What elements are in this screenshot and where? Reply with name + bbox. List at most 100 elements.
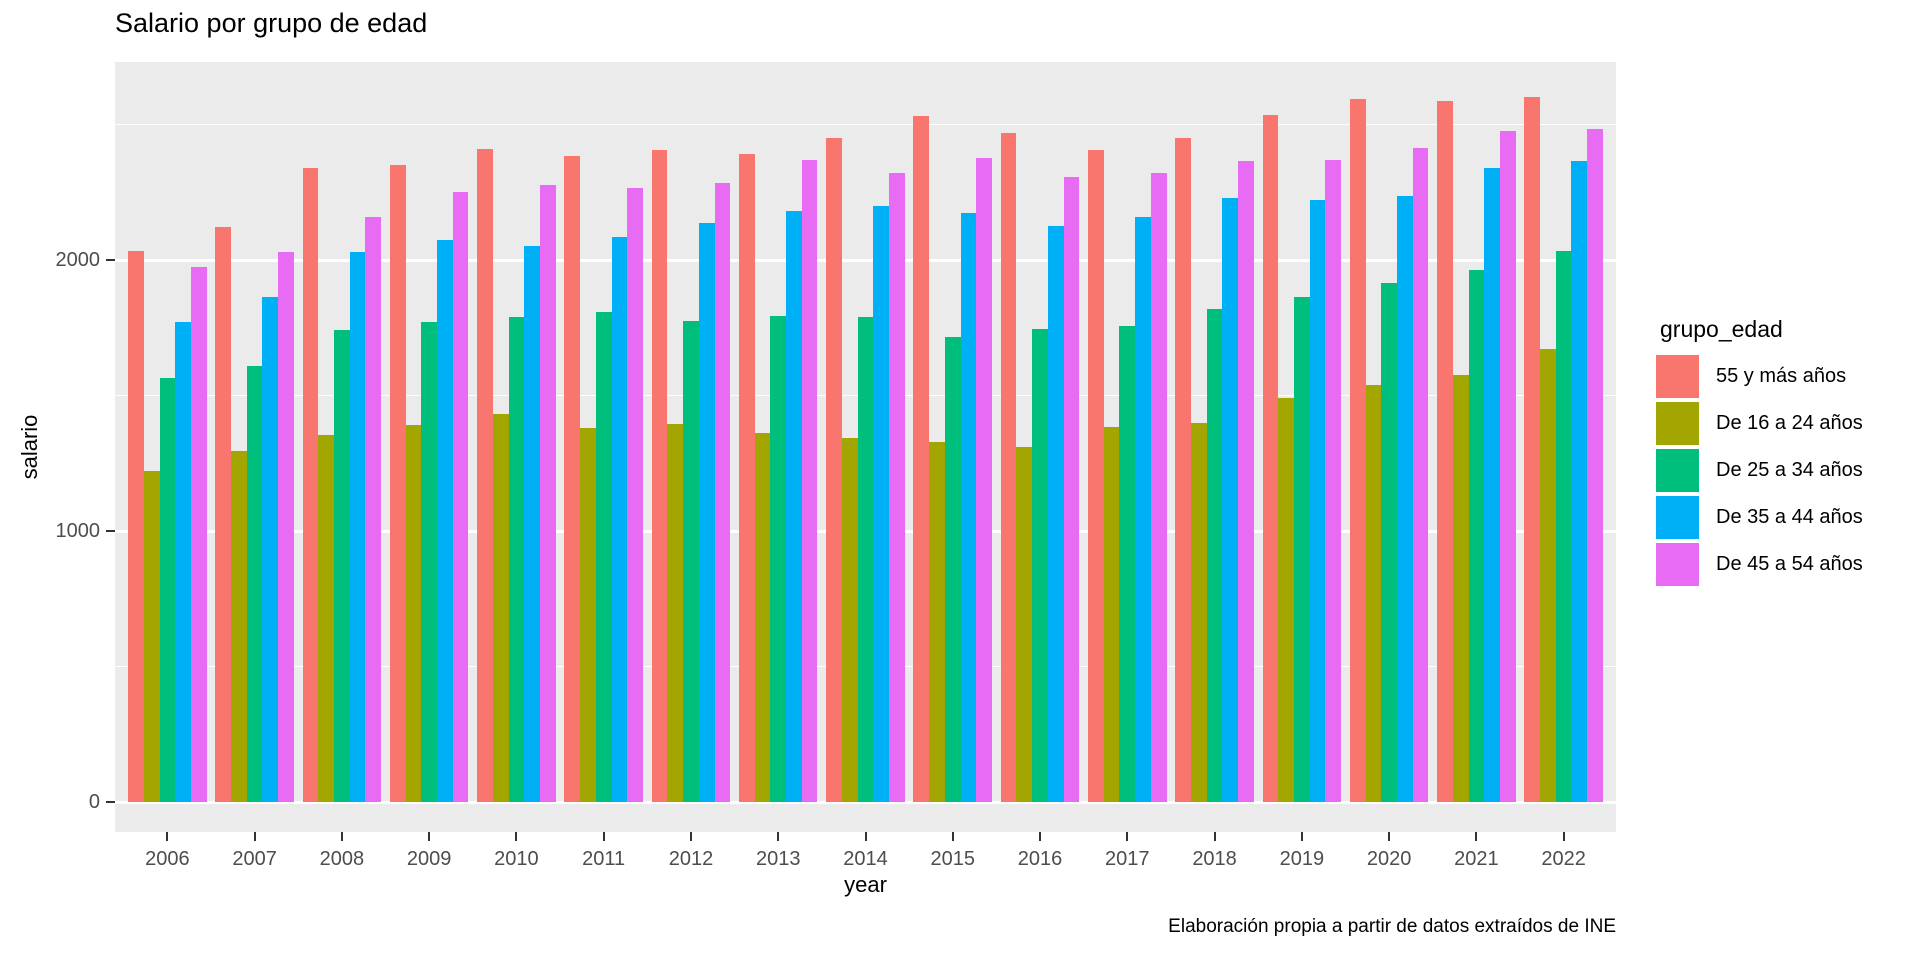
bar-2013-serie5: [801, 159, 818, 802]
y-axis-title: salario: [17, 414, 42, 480]
x-tick-mark: [864, 832, 867, 841]
bar-2019-serie4: [1309, 200, 1326, 802]
bar-2017-serie2: [1103, 426, 1120, 802]
y-tick-mark: [106, 259, 115, 261]
bar-2006-serie1: [128, 250, 144, 802]
bar-2011-serie4: [611, 236, 628, 802]
x-tick-label: 2020: [1366, 848, 1412, 870]
bar-2007-serie1: [215, 227, 232, 802]
legend-label: 55 y más años: [1716, 365, 1847, 387]
x-tick-label: 2022: [1541, 848, 1586, 870]
bar-2018-serie4: [1222, 197, 1239, 802]
legend-title: grupo_edad: [1660, 316, 1783, 342]
bar-2006-serie4: [175, 322, 191, 802]
bar-2017-serie5: [1150, 173, 1167, 802]
x-tick-mark: [1213, 832, 1216, 841]
x-tick-mark: [1300, 832, 1303, 841]
bar-2012-serie1: [651, 150, 668, 802]
x-tick-label: 2010: [494, 848, 539, 870]
legend-swatch-icon: [1656, 449, 1699, 492]
bar-2008-serie1: [302, 167, 319, 802]
bar-2009-serie2: [405, 425, 422, 802]
legend-swatch-icon: [1656, 496, 1699, 539]
legend-label: De 25 a 34 años: [1716, 459, 1863, 481]
bar-2013-serie4: [786, 211, 802, 802]
x-tick-mark: [515, 832, 518, 841]
bar-2022-serie5: [1587, 128, 1603, 802]
bar-2007-serie4: [262, 296, 279, 802]
bar-2018-serie3: [1206, 308, 1223, 802]
bar-2016-serie5: [1063, 177, 1080, 802]
legend-entries: 55 y más años De 16 a 24 años De 25 a 34 a…: [1656, 355, 1863, 586]
bar-2008-serie3: [334, 330, 350, 802]
legend-label: De 16 a 24 años: [1716, 412, 1863, 434]
bar-2022-serie4: [1571, 161, 1588, 802]
bar-2011-serie2: [580, 428, 596, 802]
bar-2022-serie2: [1540, 349, 1556, 802]
x-tick-mark: [602, 832, 605, 841]
bar-2010-serie5: [539, 185, 556, 802]
legend-swatch-icon: [1656, 543, 1699, 586]
bar-2010-serie1: [477, 148, 493, 802]
x-tick-mark: [428, 832, 431, 841]
bar-2020-serie4: [1396, 196, 1413, 802]
bar-2012-serie2: [667, 423, 684, 802]
x-tick-mark: [777, 832, 780, 841]
bar-2020-serie1: [1349, 98, 1366, 802]
x-tick-mark: [689, 832, 692, 841]
bar-2007-serie2: [231, 451, 247, 802]
bar-2016-serie3: [1032, 329, 1048, 802]
x-tick-label: 2021: [1454, 848, 1499, 870]
chart-caption: Elaboración propia a partir de datos ext…: [1168, 916, 1616, 937]
bar-2006-serie5: [190, 266, 207, 802]
legend-label: De 35 a 44 años: [1716, 506, 1863, 528]
bar-2018-serie2: [1191, 422, 1207, 802]
bar-2011-serie5: [627, 188, 643, 802]
legend-swatch-icon: [1656, 402, 1699, 445]
y-tick-mark: [106, 530, 115, 532]
bar-2014-serie5: [889, 173, 905, 802]
x-tick-mark: [951, 832, 954, 841]
bar-2021-serie3: [1468, 269, 1485, 802]
bar-2014-serie2: [841, 437, 858, 802]
bar-2022-serie3: [1555, 250, 1572, 802]
legend-entry: De 45 a 54 años: [1656, 543, 1863, 586]
bar-2007-serie5: [278, 251, 294, 802]
x-tick-label: 2011: [582, 848, 626, 870]
bar-2006-serie3: [159, 377, 176, 802]
legend-swatch-icon: [1656, 355, 1699, 398]
bar-2017-serie4: [1135, 216, 1151, 802]
bar-2018-serie5: [1238, 161, 1254, 802]
bar-2022-serie1: [1524, 97, 1541, 802]
x-tick-mark: [1126, 832, 1129, 841]
bar-2010-serie3: [508, 316, 525, 802]
legend: grupo_edad 55 y más años De 16 a 24 años D…: [1656, 316, 1863, 590]
x-tick-label: 2012: [668, 848, 714, 870]
bar-2015-serie5: [976, 158, 993, 802]
x-tick-label: 2013: [755, 848, 801, 870]
bar-2010-serie2: [492, 414, 509, 802]
bar-2013-serie1: [738, 154, 755, 802]
x-tick-mark: [1039, 832, 1042, 841]
bar-2008-serie5: [365, 216, 382, 802]
bar-2014-serie1: [826, 138, 842, 802]
legend-entry: 55 y más años: [1656, 355, 1863, 398]
chart-title: Salario por grupo de edad: [115, 8, 428, 38]
bar-2012-serie3: [683, 320, 699, 802]
bar-2008-serie4: [349, 251, 366, 802]
bar-2011-serie1: [564, 155, 581, 802]
bar-2015-serie4: [960, 212, 977, 802]
legend-entry: De 35 a 44 años: [1656, 496, 1863, 539]
y-tick-label: 0: [88, 791, 100, 813]
bar-2017-serie1: [1088, 150, 1104, 802]
x-tick-label: 2014: [843, 848, 888, 870]
x-tick-label: 2019: [1279, 848, 1325, 870]
bar-2021-serie4: [1484, 167, 1500, 802]
x-tick-label: 2016: [1017, 848, 1063, 870]
bar-2019-serie3: [1293, 296, 1310, 802]
x-tick-mark: [1475, 832, 1478, 841]
legend-entry: De 16 a 24 años: [1656, 402, 1863, 445]
bar-2009-serie1: [389, 165, 406, 802]
bar-2019-serie5: [1325, 159, 1342, 802]
gridline-major: [115, 258, 1616, 262]
